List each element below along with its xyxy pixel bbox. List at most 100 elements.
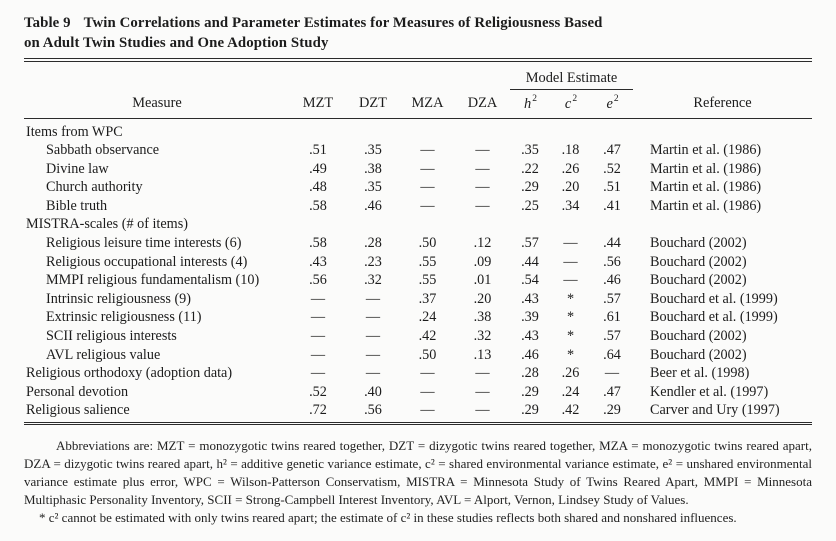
cell-h2: .22 <box>521 160 539 177</box>
cell-dzt <box>346 215 400 234</box>
table-row: Items from WPC <box>24 118 812 141</box>
table-row: MMPI religious fundamentalism (10) .56 .… <box>24 271 812 290</box>
cell-mzt: .49 <box>309 160 327 177</box>
cell-reference: Bouchard et al. (1999) <box>650 309 778 326</box>
cell-reference: Martin et al. (1986) <box>650 160 762 177</box>
table-row: Religious salience .72 .56 — — .29 .42 .… <box>24 401 812 420</box>
column-header-dza: DZA <box>455 89 510 119</box>
cell-h2: .29 <box>521 402 539 419</box>
cell-mzt: .58 <box>309 197 327 214</box>
cell-measure: MISTRA-scales (# of items) <box>26 216 188 233</box>
cell-dza: — <box>475 142 490 159</box>
cell-c2: — <box>563 272 578 289</box>
table-row: MISTRA-scales (# of items) <box>24 215 812 234</box>
bottom-rule <box>24 422 812 425</box>
cell-e2: .64 <box>603 346 621 363</box>
column-header-dzt: DZT <box>346 89 400 119</box>
cell-mza: .55 <box>418 253 437 270</box>
cell-e2: .57 <box>603 290 621 307</box>
cell-h2: .28 <box>521 365 539 382</box>
column-header-mza: MZA <box>400 89 455 119</box>
cell-measure: MMPI religious fundamentalism (10) <box>46 272 260 289</box>
cell-measure: Divine law <box>46 160 109 177</box>
model-estimate-header: Model Estimate <box>510 62 634 90</box>
cell-c2: .42 <box>561 402 580 419</box>
cell-dza: — <box>475 179 490 196</box>
cell-e2: .47 <box>603 142 621 159</box>
cell-e2 <box>591 118 633 141</box>
cell-e2: .46 <box>603 272 621 289</box>
cell-c2: — <box>563 253 578 270</box>
footnote-abbreviations: Abbreviations are: MZT = monozygotic twi… <box>24 438 812 507</box>
cell-measure: Bible truth <box>46 197 108 214</box>
cell-dzt: — <box>365 290 381 307</box>
cell-mzt: .52 <box>309 383 327 400</box>
cell-reference: Beer et al. (1998) <box>650 365 750 382</box>
table-row: Church authority .48 .35 — — .29 .20 .51… <box>24 178 812 197</box>
cell-mza: .55 <box>418 272 437 289</box>
column-header-e2: e2 <box>591 89 634 119</box>
group-header-row: Model Estimate <box>24 62 812 90</box>
cell-reference: Carver and Ury (1997) <box>650 402 780 419</box>
cell-dzt: — <box>365 309 381 326</box>
cell-dzt: .38 <box>364 160 382 177</box>
cell-c2: .26 <box>561 365 580 382</box>
title-text-1: Twin Correlations and Parameter Estimate… <box>83 15 603 31</box>
cell-h2: .39 <box>521 309 539 326</box>
cell-dzt: — <box>365 365 381 382</box>
cell-dzt: .46 <box>364 197 382 214</box>
cell-e2: .41 <box>603 197 621 214</box>
cell-c2: .20 <box>561 179 580 196</box>
cell-c2: .24 <box>561 383 580 400</box>
cell-dza: .13 <box>473 346 492 363</box>
cell-mza: — <box>420 142 435 159</box>
table-row: SCII religious interests — — .42 .32 .43… <box>24 327 812 346</box>
cell-reference: Martin et al. (1986) <box>650 197 762 214</box>
cell-measure: Religious salience <box>26 402 130 419</box>
cell-reference: Bouchard et al. (1999) <box>650 290 778 307</box>
cell-mza: — <box>420 365 435 382</box>
cell-h2: .43 <box>521 328 539 345</box>
table-row: AVL religious value — — .50 .13 .46 * .6… <box>24 346 812 365</box>
cell-mza <box>400 215 455 234</box>
column-header-measure: Measure <box>24 89 290 119</box>
cell-mza <box>400 118 455 141</box>
cell-e2: .52 <box>603 160 621 177</box>
cell-dzt: .40 <box>364 383 382 400</box>
cell-dzt: .56 <box>364 402 382 419</box>
cell-dza: — <box>475 383 490 400</box>
cell-measure: Religious orthodoxy (adoption data) <box>26 365 233 382</box>
cell-mzt: — <box>310 309 326 326</box>
table-row: Religious occupational interests (4) .43… <box>24 253 812 272</box>
top-rule <box>24 58 812 62</box>
cell-mzt: — <box>310 328 326 345</box>
cell-dzt: .32 <box>364 272 382 289</box>
cell-measure: Church authority <box>46 179 143 196</box>
group-header-spacer-right <box>633 62 812 89</box>
cell-dzt: .35 <box>364 179 382 196</box>
cell-e2: .56 <box>603 253 621 270</box>
title-line-1: Table 9 Twin Correlations and Parameter E… <box>24 13 812 33</box>
cell-reference: Bouchard (2002) <box>650 346 747 363</box>
table-row: Bible truth .58 .46 — — .25 .34 .41 Mart… <box>24 197 812 216</box>
table-row: Divine law .49 .38 — — .22 .26 .52 Marti… <box>24 160 812 179</box>
group-header-spacer <box>24 62 510 89</box>
cell-h2: .54 <box>521 272 539 289</box>
cell-mza: — <box>420 402 435 419</box>
cell-c2: * <box>566 290 575 307</box>
cell-reference: Martin et al. (1986) <box>650 179 762 196</box>
cell-dzt: — <box>365 346 381 363</box>
cell-measure: Items from WPC <box>26 123 123 140</box>
table-number: Table 9 <box>24 15 71 31</box>
cell-c2: * <box>566 328 575 345</box>
cell-measure: Religious occupational interests (4) <box>46 253 248 270</box>
cell-e2: .29 <box>603 402 621 419</box>
cell-measure: AVL religious value <box>46 346 161 363</box>
cell-c2: — <box>563 235 578 252</box>
cell-h2 <box>510 215 550 234</box>
column-header-h2: h2 <box>510 89 550 119</box>
cell-dzt: .23 <box>364 253 382 270</box>
cell-mza: .24 <box>418 309 437 326</box>
cell-c2 <box>550 118 591 141</box>
cell-reference: Bouchard (2002) <box>650 253 747 270</box>
